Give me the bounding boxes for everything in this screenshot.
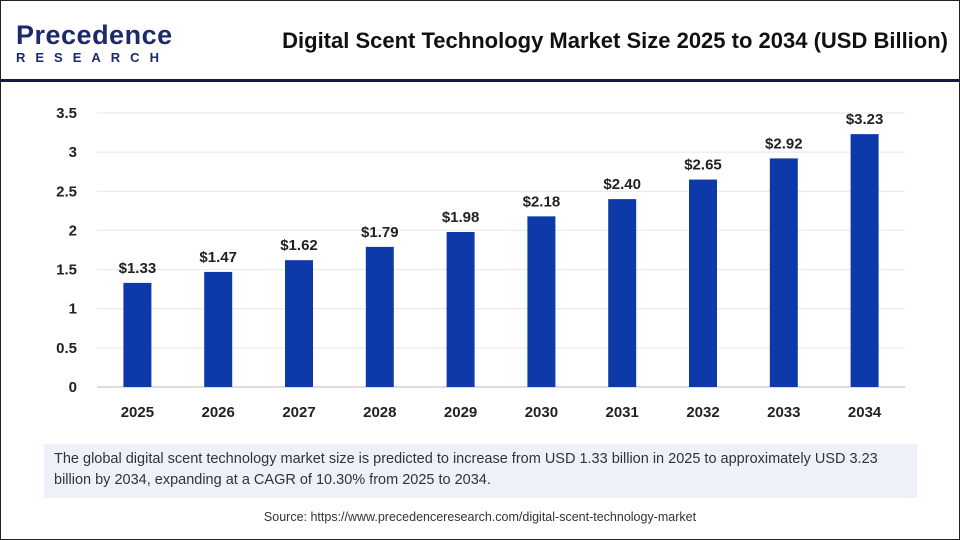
x-tick-label: 2025 xyxy=(121,404,154,421)
data-label: $1.98 xyxy=(442,209,480,226)
bar xyxy=(689,179,717,387)
bar xyxy=(446,231,475,387)
bar xyxy=(527,216,556,387)
y-tick-label: 1 xyxy=(69,301,77,318)
x-tick-label: 2033 xyxy=(767,404,800,421)
data-label: $2.92 xyxy=(765,135,803,152)
bar xyxy=(850,134,879,387)
description-box: The global digital scent technology mark… xyxy=(44,444,917,498)
chart-title: Digital Scent Technology Market Size 202… xyxy=(282,28,948,53)
bar xyxy=(769,158,798,387)
source-text: Source: https://www.precedenceresearch.c… xyxy=(263,510,697,524)
data-label: $1.47 xyxy=(199,249,237,266)
x-tick-label: 2034 xyxy=(848,404,882,421)
logo: Precedence RESEARCH xyxy=(16,20,173,66)
x-tick-label: 2027 xyxy=(282,404,315,421)
data-label: $2.40 xyxy=(603,176,641,193)
y-tick-label: 0 xyxy=(69,379,77,396)
y-tick-label: 1.5 xyxy=(56,262,77,279)
data-label: $2.18 xyxy=(523,193,561,210)
data-label: $3.23 xyxy=(846,111,884,128)
x-tick-label: 2029 xyxy=(444,404,477,421)
logo-text: Precedence xyxy=(16,20,173,50)
bar xyxy=(608,199,637,387)
y-tick-label: 3 xyxy=(69,144,77,161)
x-tick-label: 2026 xyxy=(202,404,235,421)
logo-subtext: RESEARCH xyxy=(16,50,169,65)
y-tick-label: 2.5 xyxy=(56,183,77,200)
data-label: $2.65 xyxy=(684,157,722,174)
x-tick-label: 2030 xyxy=(525,404,558,421)
y-tick-label: 0.5 xyxy=(56,340,77,357)
y-tick-label: 3.5 xyxy=(56,105,77,122)
x-tick-label: 2032 xyxy=(686,404,719,421)
bar xyxy=(365,246,394,387)
bar xyxy=(285,260,313,387)
x-tick-label: 2028 xyxy=(363,404,396,421)
bar xyxy=(123,282,152,387)
y-tick-label: 2 xyxy=(69,222,77,239)
data-label: $1.62 xyxy=(280,237,318,254)
data-label: $1.33 xyxy=(119,260,157,277)
data-label: $1.79 xyxy=(361,224,399,241)
x-tick-label: 2031 xyxy=(606,404,639,421)
bar xyxy=(204,271,233,387)
bar-chart: 0 0.5 1 1.5 2 2.5 3 3.5 $1.33 2025 $1.47 2026 $1.62 2… xyxy=(56,105,905,421)
header-divider xyxy=(1,79,959,82)
